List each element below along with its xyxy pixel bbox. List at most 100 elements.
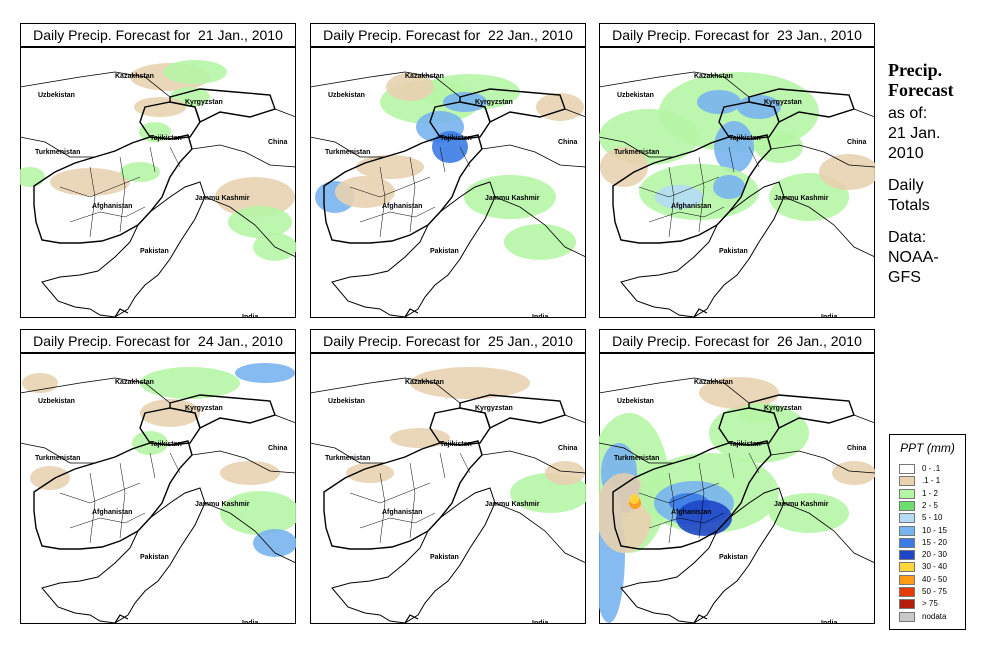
map-label-turkmenistan: Turkmenistan <box>325 455 370 462</box>
legend-label: .1 - 1 <box>922 476 941 486</box>
legend-label: 15 - 20 <box>922 537 947 547</box>
map-label-tajikistan: Tajikistan <box>729 441 761 448</box>
country-border <box>853 414 875 424</box>
country-border <box>599 136 674 158</box>
legend-item: 30 - 40 <box>899 561 961 573</box>
map-label-kyrgyzstan: Kyrgyzstan <box>185 99 223 106</box>
precip-area <box>443 92 487 112</box>
precip-area <box>629 494 639 504</box>
country-border <box>770 450 875 474</box>
map-label-turkmenistan: Turkmenistan <box>325 149 370 156</box>
map-label-uzbekistan: Uzbekistan <box>617 398 654 405</box>
precip-area <box>140 367 240 399</box>
map-label-afghanistan: Afghanistan <box>92 509 132 516</box>
precip-area <box>410 367 530 399</box>
legend-label: 20 - 30 <box>922 550 947 560</box>
legend-label: > 75 <box>922 599 938 609</box>
precip-area <box>390 428 450 448</box>
precip-area <box>50 168 130 196</box>
legend-swatch <box>899 562 915 573</box>
precip-area <box>220 491 296 535</box>
country-border <box>310 442 385 464</box>
map-label-china: China <box>558 445 578 452</box>
country-border <box>191 450 296 474</box>
map-label-india: India <box>532 620 548 624</box>
precip-area <box>134 97 186 117</box>
kyrgyzstan-border <box>748 394 855 429</box>
map-label-kyrgyzstan: Kyrgyzstan <box>475 99 513 106</box>
map-label-kyrgyzstan: Kyrgyzstan <box>185 405 223 412</box>
map-label-jammu_kashmir: Jammu Kashmir <box>774 501 829 508</box>
country-border <box>310 71 461 98</box>
province-lines <box>59 452 181 544</box>
panel-title: Daily Precip. Forecast for 25 Jan., 2010 <box>310 329 586 353</box>
afghanistan-border <box>33 134 193 244</box>
country-border <box>20 377 171 404</box>
legend-item: 10 - 15 <box>899 525 961 536</box>
panel-title: Daily Precip. Forecast for 24 Jan., 2010 <box>20 329 296 353</box>
panel-title: Daily Precip. Forecast for 21 Jan., 2010 <box>20 23 296 47</box>
map-label-kazakhstan: Kazakhstan <box>405 379 444 386</box>
country-border <box>599 71 750 98</box>
map-canvas: Uzbekistan Kazakhstan Kyrgyzstan Tajikistan… <box>20 353 296 624</box>
precip-area <box>709 403 809 463</box>
map-label-kazakhstan: Kazakhstan <box>405 73 444 80</box>
coastline <box>114 614 129 624</box>
coastline <box>404 614 419 624</box>
country-border <box>310 377 461 404</box>
legend-label: 1 - 2 <box>922 488 939 498</box>
coastline <box>114 308 129 318</box>
country-border <box>494 502 586 564</box>
precip-map: Uzbekistan Kazakhstan Kyrgyzstan Tajikistan… <box>599 47 875 318</box>
precip-area <box>386 73 434 101</box>
legend-item: 50 - 75 <box>899 586 961 597</box>
map-label-india: India <box>242 314 258 318</box>
precip-area <box>819 154 875 190</box>
map-label-turkmenistan: Turkmenistan <box>35 455 80 462</box>
panel-title: Daily Precip. Forecast for 23 Jan., 2010 <box>599 23 875 47</box>
forecast-panel-23-jan: Daily Precip. Forecast for 23 Jan., 2010… <box>599 23 875 318</box>
map-label-jammu_kashmir: Jammu Kashmir <box>485 501 540 508</box>
precip-area <box>832 461 875 485</box>
afghanistan-border <box>33 440 193 550</box>
map-label-tajikistan: Tajikistan <box>440 135 472 142</box>
afghanistan-border <box>323 440 483 550</box>
legend-title: PPT (mm) <box>900 441 955 455</box>
precip-area <box>545 461 585 485</box>
afghanistan-border <box>323 134 483 244</box>
precip-map: Uzbekistan Kazakhstan Kyrgyzstan Tajikistan… <box>20 353 296 624</box>
map-label-pakistan: Pakistan <box>719 554 748 561</box>
legend-label: 5 - 10 <box>922 513 943 523</box>
asof-line3: 2010 <box>888 145 924 162</box>
precip-map: Uzbekistan Kazakhstan Kyrgyzstan Tajikistan… <box>20 47 296 318</box>
legend-swatch <box>899 476 915 487</box>
country-border <box>481 144 586 168</box>
province-lines <box>349 452 471 544</box>
kyrgyzstan-border <box>459 88 566 123</box>
legend-item: 2 - 5 <box>899 500 961 511</box>
map-label-india: India <box>821 620 837 624</box>
country-border <box>599 442 674 464</box>
map-label-turkmenistan: Turkmenistan <box>614 455 659 462</box>
forecast-panel-24-jan: Daily Precip. Forecast for 24 Jan., 2010… <box>20 329 296 624</box>
precip-area <box>599 473 652 553</box>
map-label-afghanistan: Afghanistan <box>92 203 132 210</box>
map-label-china: China <box>558 139 578 146</box>
map-label-tajikistan: Tajikistan <box>729 135 761 142</box>
precip-area <box>676 500 732 536</box>
precip-area <box>140 399 200 427</box>
map-label-jammu_kashmir: Jammu Kashmir <box>195 501 250 508</box>
precip-area <box>713 175 745 199</box>
precip-area <box>714 121 754 173</box>
legend-swatch <box>899 464 915 474</box>
country-border <box>783 196 875 258</box>
country-border <box>564 108 586 118</box>
province-lines <box>349 146 471 238</box>
map-canvas: Uzbekistan Kazakhstan Kyrgyzstan Tajikistan… <box>20 47 296 318</box>
legend-item: 20 - 30 <box>899 549 961 561</box>
kyrgyzstan-border <box>748 88 855 123</box>
country-border <box>310 136 385 158</box>
country-border <box>204 502 296 564</box>
forecast-panel-26-jan: Daily Precip. Forecast for 26 Jan., 2010… <box>599 329 875 624</box>
asof-line1: as of: <box>888 105 928 122</box>
